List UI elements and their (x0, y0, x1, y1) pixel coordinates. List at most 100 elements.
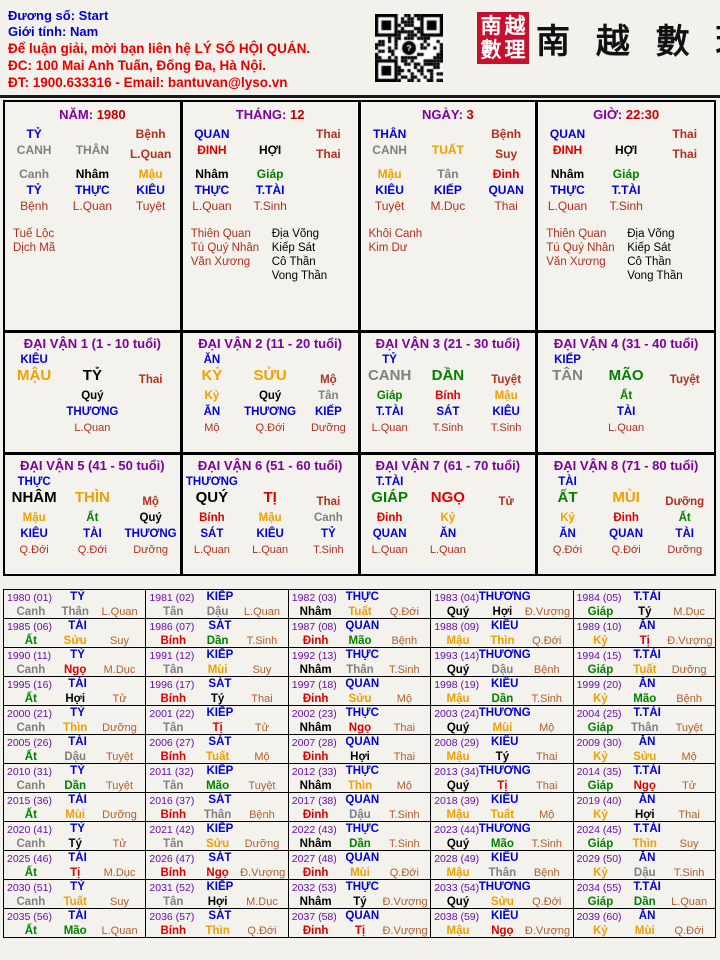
dai-van-7[interactable]: ĐẠI VẬN 7 (61 - 70 tuổi) T.TÀI GIÁP NGỌ Tử Đ… (358, 453, 538, 576)
year-cell[interactable]: 2009 (30) ĂN Kỷ Sửu Mộ (572, 734, 716, 764)
dai-van-stage: Mộ (320, 374, 337, 386)
dai-van-3[interactable]: ĐẠI VẬN 3 (21 - 30 tuổi) TỶ CANH DẦN Tuyệt G… (358, 331, 538, 454)
year-cell[interactable]: 2028 (49) KIÊU Mậu Thân Bệnh (430, 850, 574, 880)
dai-van-1[interactable]: ĐẠI VẬN 1 (1 - 10 tuổi) KIÊU MẬU TỶ Thai Qu… (3, 331, 182, 454)
year-cell[interactable]: 2016 (37) SÁT Bính Thân Bệnh (145, 792, 289, 822)
year-cell[interactable]: 2034 (55) T.TÀI Giáp Dần L.Quan (572, 879, 716, 909)
year-cell[interactable]: 1992 (13) THỰC Nhâm Thân T.Sinh (287, 647, 432, 677)
year-row-bottom: Kỷ Mùi Q.Đới (577, 924, 713, 939)
dai-van-ten-god-0 (5, 404, 63, 420)
year-ten-god: THỰC (345, 707, 379, 719)
year-row-top: 2018 (39) KIÊU (434, 794, 570, 808)
year-row-bottom: Ất Sửu Suy (7, 634, 143, 649)
dai-van-2[interactable]: ĐẠI VẬN 2 (11 - 20 tuổi) ĂN KỶ SỬU Mộ Kỷ Quý T… (180, 331, 360, 454)
year-cell[interactable]: 1997 (18) QUAN Đinh Sửu Mộ (287, 676, 432, 706)
year-cell[interactable]: 2017 (38) QUAN Đinh Dậu T.Sinh (287, 792, 432, 822)
year-cell[interactable]: 2027 (48) QUAN Đinh Mùi Q.Đới (287, 850, 432, 880)
year-cell[interactable]: 2012 (33) THỰC Nhâm Thìn Mộ (287, 763, 432, 793)
year-cell[interactable]: 2039 (60) ĂN Kỷ Mùi Q.Đới (572, 908, 716, 939)
year-cell[interactable]: 2023 (44) THƯƠNG Quý Mão T.Sinh (430, 821, 574, 851)
year-cell[interactable]: 1982 (03) THỰC Nhâm Tuất Q.Đới (287, 589, 432, 619)
year-cell[interactable]: 2029 (50) ĂN Kỷ Dậu T.Sinh (572, 850, 716, 880)
pillar-stem: CANH (372, 143, 407, 157)
year-cell[interactable]: 2020 (41) TỶ Canh Tý Tử (3, 821, 147, 851)
than-item-r-0: Địa Võng (627, 228, 675, 240)
year-label: 2016 (37) (149, 795, 195, 807)
year-cell[interactable]: 2033 (54) THƯƠNG Quý Sửu Q.Đới (430, 879, 574, 909)
year-cell[interactable]: 1994 (15) T.TÀI Giáp Tuất Dưỡng (572, 647, 716, 677)
year-cell[interactable]: 1985 (06) TÀI Ất Sửu Suy (3, 618, 147, 649)
year-cell[interactable]: 1990 (11) TỶ Canh Ngọ M.Dục (3, 647, 147, 677)
year-cell[interactable]: 2030 (51) TỶ Canh Tuất Suy (3, 879, 147, 910)
year-cell[interactable]: 2008 (29) KIÊU Mậu Tý Thai (430, 734, 574, 764)
year-cell[interactable]: 1987 (08) QUAN Đinh Mão Bệnh (287, 618, 432, 648)
year-cell[interactable]: 2021 (42) KIẾP Tân Sửu Dưỡng (145, 821, 289, 851)
year-cell[interactable]: 2038 (59) KIÊU Mậu Ngọ Đ.Vượng (430, 908, 574, 938)
year-cell[interactable]: 2007 (28) QUAN Đinh Hợi Thai (287, 734, 432, 764)
year-row-bottom: Canh Tuất Suy (7, 895, 143, 910)
pillar-stage-0: Bệnh (20, 199, 49, 213)
year-cell[interactable]: 2019 (40) ĂN Kỷ Hợi Thai (572, 792, 716, 822)
dai-van-4[interactable]: ĐẠI VẬN 4 (31 - 40 tuổi) KIẾP TÂN MÃO Tuyệt… (536, 331, 716, 454)
year-cell[interactable]: 1996 (17) SÁT Bính Tý Thai (145, 676, 289, 706)
year-cell[interactable]: 2001 (22) KIẾP Tân Tị Tử (145, 705, 289, 735)
year-cell[interactable]: 1993 (14) THƯƠNG Quý Dậu Bệnh (430, 647, 574, 677)
dai-van-god: TÀI (558, 476, 577, 488)
qr-code-icon[interactable] (375, 14, 443, 82)
year-cell[interactable]: 2003 (24) THƯƠNG Quý Mùi Mộ (430, 705, 574, 735)
year-cell[interactable]: 1981 (02) KIẾP Tân Dậu L.Quan (145, 589, 289, 619)
year-stage: L.Quan (101, 925, 138, 937)
dai-van-5[interactable]: ĐẠI VẬN 5 (41 - 50 tuổi) THỰC NHÂM THÌN Mộ M… (3, 453, 182, 576)
year-cell[interactable]: 1989 (10) ĂN Kỷ Tị Đ.Vượng (572, 618, 716, 648)
year-cell[interactable]: 1995 (16) TÀI Ất Hợi Tử (3, 676, 147, 706)
year-cell[interactable]: 2035 (56) TÀI Ất Mão L.Quan (3, 908, 147, 938)
year-cell[interactable]: 1999 (20) ĂN Kỷ Mão Bệnh (572, 676, 716, 706)
year-stem: Quý (446, 896, 470, 908)
year-cell[interactable]: 2015 (36) TÀI Ất Mùi Dưỡng (3, 792, 147, 822)
year-cell[interactable]: 1984 (05) T.TÀI Giáp Tý M.Dục (572, 589, 716, 619)
year-cell[interactable]: 2036 (57) SÁT Bính Thìn Q.Đới (145, 908, 289, 938)
year-branch: Tị (70, 867, 81, 879)
year-row-top: 1992 (13) THỰC (292, 649, 428, 663)
year-cell[interactable]: 2026 (47) SÁT Bính Ngọ Đ.Vượng (145, 850, 289, 880)
year-table: 1980 (01) TỶ Canh Thân L.Quan 1981 (02) KIẾP Tâ… (3, 589, 716, 939)
year-cell[interactable]: 2022 (43) THỰC Nhâm Dần T.Sinh (287, 821, 432, 851)
year-stem: Kỷ (593, 867, 608, 879)
year-cell[interactable]: 2011 (32) KIẾP Tân Mão Tuyệt (145, 763, 289, 793)
dai-van-stem: MẬU (17, 367, 52, 384)
year-cell[interactable]: 2006 (27) SÁT Bính Tuất Mộ (145, 734, 289, 764)
year-cell[interactable]: 2010 (31) TỶ Canh Dần Tuyệt (3, 763, 147, 793)
year-cell[interactable]: 1998 (19) KIÊU Mậu Dần T.Sinh (430, 676, 574, 706)
year-cell[interactable]: 2004 (25) T.TÀI Giáp Thân Tuyệt (572, 705, 716, 735)
year-cell[interactable]: 2031 (52) KIẾP Tân Hợi M.Dục (145, 879, 289, 909)
year-cell[interactable]: 1991 (12) KIẾP Tân Mùi Suy (145, 647, 289, 677)
year-cell[interactable]: 2014 (35) T.TÀI Giáp Ngọ Tử (572, 763, 716, 793)
year-branch: Tuất (63, 896, 87, 908)
year-cell[interactable]: 2005 (26) TÀI Ất Dậu Tuyệt (3, 734, 147, 764)
dai-van-sub-stage-0: L.Quan (371, 422, 408, 434)
year-label: 2036 (57) (149, 911, 195, 923)
year-branch: Thìn (347, 780, 373, 792)
dai-van-ten-god-1: ĂN (439, 528, 457, 540)
year-row-top: 2002 (23) THỰC (292, 707, 428, 721)
year-cell[interactable]: 2013 (34) THƯƠNG Quý Tị Thai (430, 763, 574, 793)
pillar-right-stage: L.Quan (129, 147, 172, 161)
year-cell[interactable]: 2037 (58) QUAN Đinh Tị Đ.Vượng (287, 908, 432, 938)
dai-van-ten-god-1: SÁT (436, 406, 460, 418)
year-cell[interactable]: 2000 (21) TỶ Canh Thìn Dưỡng (3, 705, 147, 735)
year-cell[interactable]: 1980 (01) TỶ Canh Thân L.Quan (3, 589, 147, 619)
year-cell[interactable]: 2018 (39) KIÊU Mậu Tuất Mộ (430, 792, 574, 822)
year-cell[interactable]: 2025 (46) TÀI Ất Tị M.Dục (3, 850, 147, 880)
year-cell[interactable]: 2032 (53) THỰC Nhâm Tý Đ.Vượng (287, 879, 432, 909)
dai-van-hidden-2 (655, 388, 714, 404)
dai-van-ten-god-0: SÁT (200, 528, 224, 540)
year-ten-god: ĂN (638, 736, 656, 748)
year-cell[interactable]: 1983 (04) THƯƠNG Quý Hợi Đ.Vượng (430, 589, 574, 619)
year-cell[interactable]: 1988 (09) KIÊU Mậu Thìn Q.Đới (430, 618, 574, 648)
dai-van-6[interactable]: ĐẠI VẬN 6 (51 - 60 tuổi) THƯƠNG QUÝ TỊ Thai… (180, 453, 360, 576)
dai-van-8[interactable]: ĐẠI VẬN 8 (71 - 80 tuổi) TÀI ẤT MÙI Dưỡng Kỷ… (536, 453, 716, 576)
year-cell[interactable]: 2002 (23) THỰC Nhâm Ngọ Thai (287, 705, 432, 735)
year-cell[interactable]: 1986 (07) SÁT Bính Dần T.Sinh (145, 618, 289, 648)
year-cell[interactable]: 2024 (45) T.TÀI Giáp Thìn Suy (572, 821, 716, 851)
dai-van-hidden-1: Đinh (613, 512, 639, 524)
